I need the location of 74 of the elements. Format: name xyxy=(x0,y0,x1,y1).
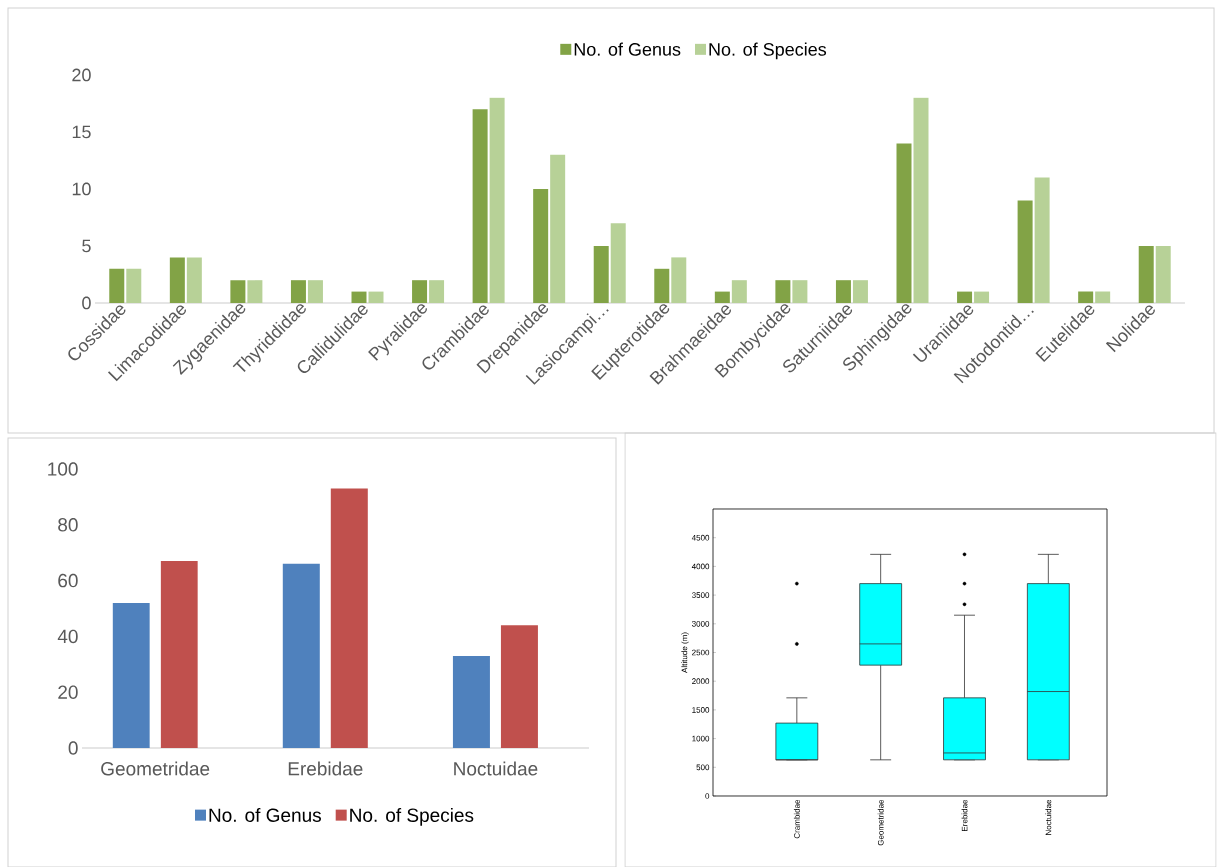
y-tick-label: 500 xyxy=(696,764,710,771)
bar xyxy=(109,268,125,303)
y-tick-label: 100 xyxy=(48,462,78,476)
bar xyxy=(593,245,609,303)
bar xyxy=(368,291,384,303)
x-tick-label: Geometridae xyxy=(877,799,884,846)
bar xyxy=(452,655,490,748)
y-tick-label: 40 xyxy=(57,629,78,644)
bar xyxy=(230,280,246,303)
bar xyxy=(282,563,320,748)
bar xyxy=(1034,177,1050,303)
y-tick-label: 60 xyxy=(58,573,78,588)
x-tick-label: Crambidae xyxy=(793,799,800,839)
bar xyxy=(500,625,538,748)
bar xyxy=(160,561,198,748)
bar xyxy=(290,280,306,303)
x-tick-label: Geometridae xyxy=(101,761,210,776)
y-tick-label: 15 xyxy=(72,125,91,139)
bar xyxy=(775,280,791,303)
bar xyxy=(472,109,488,303)
x-tick-label: Noctuidae xyxy=(454,761,538,776)
legend-label: No. of Genus xyxy=(574,42,681,56)
bar xyxy=(330,488,368,748)
bar xyxy=(126,268,142,303)
bar xyxy=(1095,291,1111,303)
bar xyxy=(112,602,150,748)
y-tick-label: 20 xyxy=(72,68,91,82)
bar xyxy=(1078,291,1094,303)
y-tick-label: 2500 xyxy=(692,649,710,656)
bar xyxy=(351,291,367,303)
bar xyxy=(974,291,990,303)
y-tick-label: 1500 xyxy=(692,707,710,713)
y-tick-label: 3000 xyxy=(691,620,710,627)
bar xyxy=(489,97,505,303)
y-tick-label: 0 xyxy=(705,793,710,799)
bar xyxy=(654,268,670,303)
y-tick-label: 5 xyxy=(82,239,91,253)
y-tick-label: 20 xyxy=(58,685,78,699)
x-tick-label: Erebidae xyxy=(288,761,363,776)
bar xyxy=(1017,200,1033,303)
bar xyxy=(714,291,730,303)
bar xyxy=(671,257,687,303)
bar xyxy=(852,280,868,303)
bar xyxy=(550,154,566,303)
y-tick-label: 2000 xyxy=(692,678,710,685)
y-tick-label: 10 xyxy=(72,182,91,196)
y-tick-label: 80 xyxy=(58,518,78,532)
bar xyxy=(533,188,549,303)
bar xyxy=(731,280,747,303)
x-tick-label: Noctuidae xyxy=(1045,799,1052,835)
y-tick-label: 3500 xyxy=(691,592,710,598)
bar xyxy=(412,280,428,303)
y-axis-title: Altitude (m) xyxy=(681,632,689,673)
bar xyxy=(957,291,973,303)
legend-label: No. of Species xyxy=(350,808,474,826)
bar xyxy=(913,97,929,303)
bar xyxy=(835,280,851,303)
bar xyxy=(186,257,202,303)
bar xyxy=(1155,245,1171,303)
y-tick-label: 0 xyxy=(68,741,78,755)
y-tick-label: 4000 xyxy=(691,563,710,570)
bar xyxy=(1138,245,1154,303)
bar xyxy=(610,223,626,303)
bar xyxy=(429,280,445,303)
bar xyxy=(247,280,263,303)
bar xyxy=(792,280,808,303)
y-tick-label: 1000 xyxy=(692,735,710,742)
bar xyxy=(896,143,912,303)
legend-label: No. of Genus xyxy=(209,808,321,822)
bar xyxy=(307,280,323,303)
y-tick-label: 4500 xyxy=(691,534,710,541)
bar xyxy=(169,257,185,303)
legend-label: No. of Species xyxy=(709,42,827,60)
x-tick-label: Erebidae xyxy=(961,799,968,831)
